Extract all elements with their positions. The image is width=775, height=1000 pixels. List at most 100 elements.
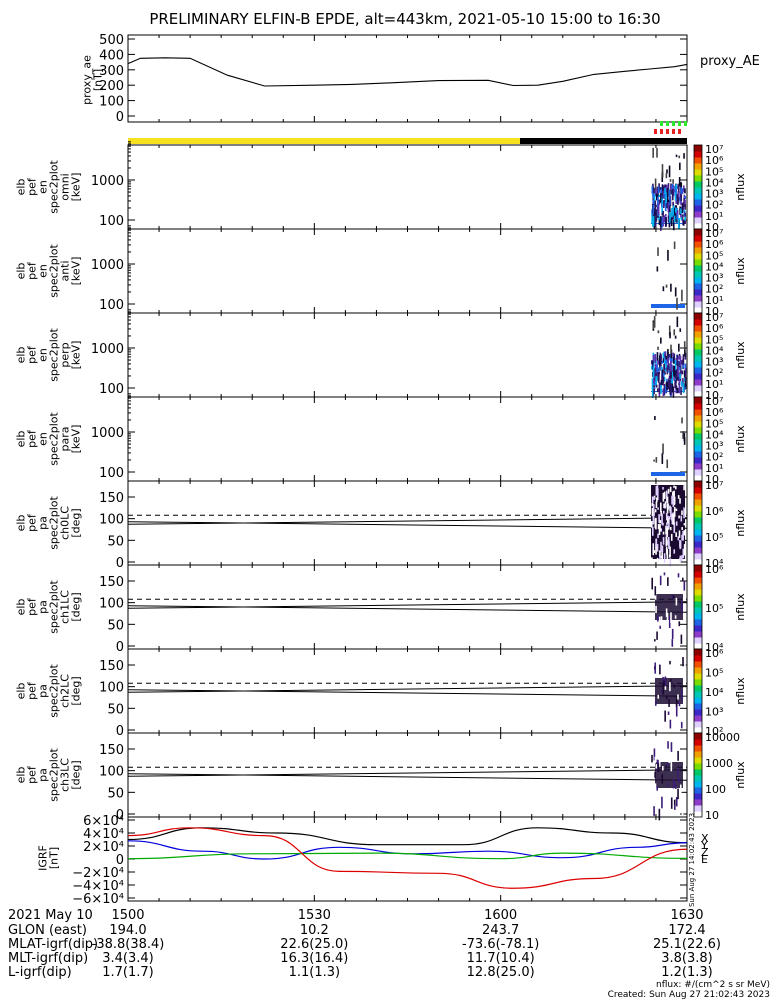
spectral-pixel bbox=[674, 189, 677, 193]
y-axis-label-line: [nT] bbox=[92, 69, 105, 91]
spectral-pixel bbox=[678, 701, 681, 707]
spectral-pixel bbox=[667, 199, 670, 204]
colorbar-tick-label: 10⁴ bbox=[705, 686, 724, 699]
spec-y-tick-label: 100 bbox=[99, 214, 124, 229]
spectral-pixel bbox=[663, 368, 666, 375]
colorbar-segment bbox=[694, 709, 702, 716]
spectral-pixel bbox=[667, 348, 669, 356]
igrf-series-grf_y bbox=[127, 840, 688, 860]
spectral-pixel bbox=[662, 531, 665, 535]
colorbar-tick-label: 10⁵ bbox=[705, 417, 723, 430]
ae-y-tick-label: 300 bbox=[99, 64, 124, 79]
colorbar-segment bbox=[694, 247, 702, 254]
y-axis-label-line: spec2plot bbox=[48, 412, 61, 466]
pitch-angle-colorbar-label: nflux bbox=[734, 677, 747, 705]
spectral-pixel bbox=[654, 353, 657, 364]
spectral-pixel bbox=[669, 357, 671, 361]
colorbar-segment bbox=[694, 319, 702, 326]
spectral-pixel bbox=[684, 189, 686, 194]
colorbar-segment bbox=[694, 775, 702, 782]
spectral-pixel bbox=[672, 595, 675, 599]
spectral-pixel bbox=[657, 388, 659, 393]
spectral-pixel bbox=[654, 509, 657, 513]
spectral-pixel bbox=[667, 515, 669, 518]
colorbar-tick-label: 10⁴ bbox=[705, 641, 724, 654]
spectral-pixel bbox=[652, 543, 655, 556]
spectral-pixel bbox=[682, 383, 685, 394]
colorbar-segment bbox=[694, 625, 702, 632]
spectral-pixel bbox=[665, 216, 667, 226]
igrf-y-tick-label: −6×10⁴ bbox=[72, 892, 124, 907]
spectral-pixel bbox=[682, 354, 685, 365]
spectral-pixel bbox=[652, 708, 655, 713]
spectral-pixel bbox=[660, 354, 662, 367]
spectral-pixel bbox=[678, 515, 680, 519]
spectral-pixel bbox=[663, 353, 666, 366]
spectrogram-colorbar-label: nflux bbox=[734, 257, 747, 285]
spectral-pixel bbox=[677, 750, 679, 761]
colorbar-segment bbox=[694, 457, 702, 464]
spectral-pixel bbox=[684, 380, 687, 387]
colorbar-tick-label: 10⁷ bbox=[705, 227, 723, 240]
y-axis-label-line: [deg] bbox=[70, 592, 83, 621]
spectral-pixel bbox=[651, 185, 654, 194]
spectral-pixel bbox=[680, 386, 682, 395]
spectral-pixel bbox=[673, 376, 675, 381]
pa-block bbox=[655, 594, 683, 620]
proxy-ae-legend: proxy_AE bbox=[700, 54, 760, 69]
colorbar-tick-label: 10⁵ bbox=[705, 165, 723, 178]
spectral-pixel bbox=[670, 364, 672, 376]
spectral-pixel bbox=[661, 164, 664, 173]
igrf-y-tick-label: 2×10⁴ bbox=[83, 840, 124, 855]
red-marker bbox=[660, 129, 663, 134]
spectral-pixel bbox=[680, 201, 682, 206]
colorbar-segment bbox=[694, 151, 702, 158]
spectral-pixel bbox=[677, 495, 680, 499]
spectral-pixel bbox=[661, 206, 663, 214]
ae-y-tick-label: 500 bbox=[99, 33, 124, 48]
colorbar-segment bbox=[694, 571, 702, 578]
spectral-pixel bbox=[656, 631, 658, 640]
anti-loss-cone-line bbox=[127, 517, 688, 525]
spectral-pixel bbox=[663, 372, 665, 377]
spectral-pixel bbox=[662, 492, 665, 502]
spectral-pixel bbox=[675, 508, 678, 511]
spectral-pixel bbox=[656, 364, 658, 373]
colorbar-segment bbox=[694, 541, 702, 548]
y-axis-label-line: spec2plot bbox=[48, 496, 61, 550]
spectral-pixel bbox=[669, 660, 671, 665]
spectral-pixel bbox=[677, 197, 679, 205]
colorbar-segment bbox=[694, 325, 702, 332]
spectral-pixel bbox=[664, 187, 666, 195]
spectral-pixel bbox=[678, 778, 680, 783]
y-axis-label-line: pa bbox=[37, 684, 50, 698]
spectral-pixel bbox=[680, 182, 683, 188]
colorbar-tick-label: 10³ bbox=[705, 356, 723, 369]
spectral-pixel bbox=[657, 186, 660, 194]
spectral-pixel bbox=[672, 219, 675, 231]
spectral-pixel bbox=[683, 507, 685, 519]
spectral-pixel bbox=[661, 374, 663, 382]
pa-y-tick-label: 50 bbox=[107, 702, 124, 717]
spec-y-tick-label: 1000 bbox=[91, 426, 124, 441]
spectral-pixel bbox=[683, 373, 686, 383]
colorbar-segment bbox=[694, 679, 702, 686]
spectral-pixel bbox=[684, 346, 686, 357]
colorbar-tick-label: 10⁴ bbox=[705, 557, 724, 570]
spectral-pixel bbox=[667, 762, 669, 766]
y-axis-label-line: en bbox=[37, 180, 50, 194]
pa-y-tick-label: 0 bbox=[116, 724, 124, 739]
spectral-pixel bbox=[681, 359, 683, 365]
spectral-pixel bbox=[664, 354, 667, 358]
y-axis-label-line: elb bbox=[15, 263, 28, 280]
colorbar-tick-label: 10⁶ bbox=[705, 406, 724, 419]
spectral-pixel bbox=[683, 580, 686, 591]
spectral-pixel bbox=[675, 706, 678, 717]
ephemeris-value: 3.8(3.8) bbox=[661, 951, 713, 966]
spectral-pixel bbox=[674, 371, 676, 376]
spectral-pixel bbox=[665, 364, 667, 368]
spectral-pixel bbox=[653, 496, 655, 500]
spectral-pixel bbox=[660, 511, 662, 517]
